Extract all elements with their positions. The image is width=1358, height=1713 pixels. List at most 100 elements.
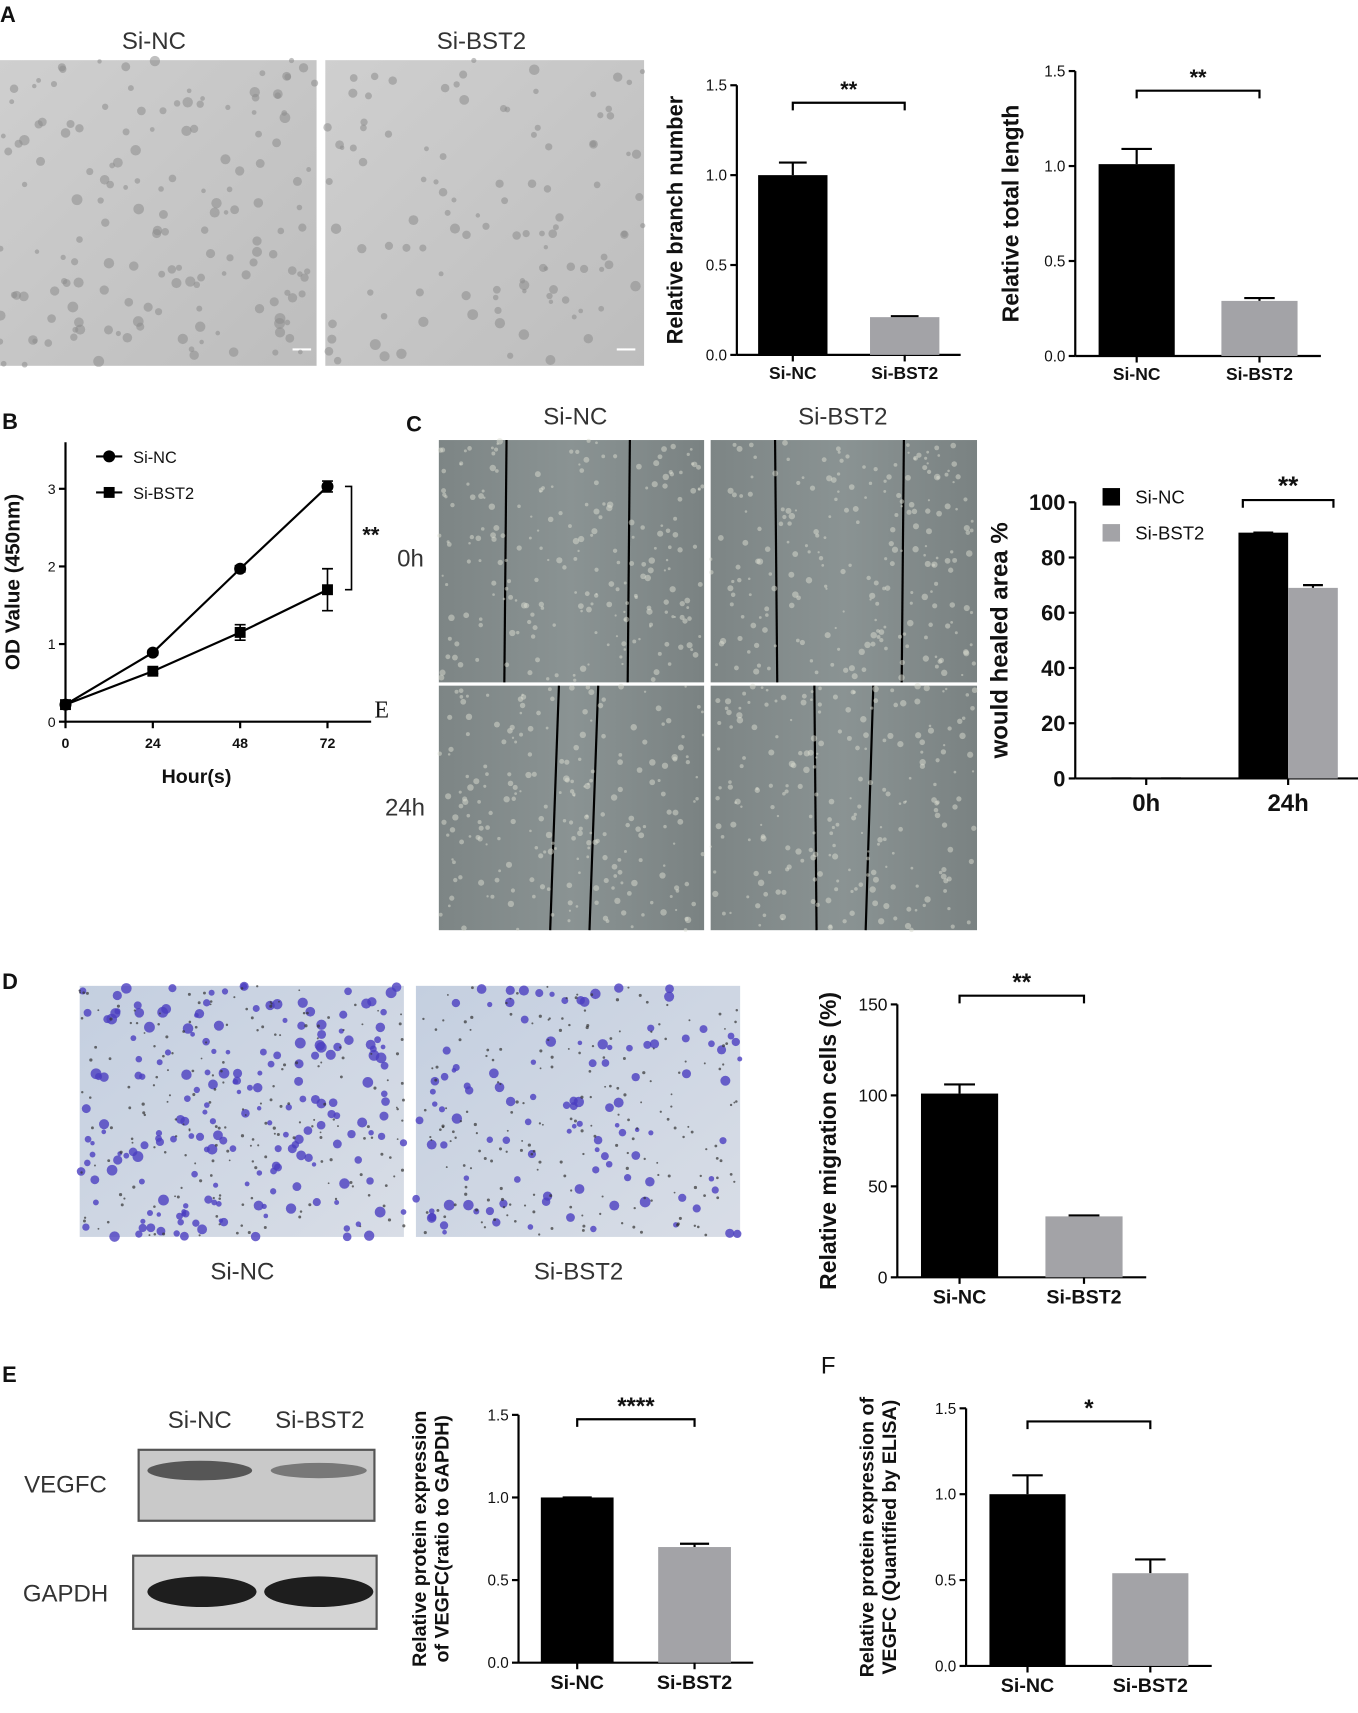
cell <box>499 1186 503 1191</box>
cell <box>366 1125 370 1129</box>
cell <box>872 876 879 883</box>
cell <box>636 463 642 470</box>
cell <box>361 998 372 1009</box>
cell <box>373 1086 377 1090</box>
cell <box>493 721 500 728</box>
cell <box>852 506 859 512</box>
cell <box>774 699 778 703</box>
cell <box>287 293 298 303</box>
cell <box>294 1037 306 1049</box>
cell <box>134 178 141 184</box>
cell <box>239 981 249 991</box>
error-bar <box>680 1542 710 1548</box>
cell <box>636 1127 639 1130</box>
cell <box>143 1113 147 1117</box>
cell <box>505 1096 516 1107</box>
cell <box>9 99 15 105</box>
cell <box>589 139 598 149</box>
cell <box>731 579 735 584</box>
cell <box>547 687 552 692</box>
cell <box>292 1182 302 1192</box>
cell <box>129 1021 133 1025</box>
cell <box>327 1182 330 1185</box>
cell <box>887 732 894 739</box>
cell <box>952 804 958 810</box>
cell <box>716 1176 719 1180</box>
cell <box>677 744 684 751</box>
cell <box>291 1140 300 1149</box>
cell <box>548 1017 551 1020</box>
cell <box>876 635 881 639</box>
cell <box>867 779 874 786</box>
cell <box>485 772 489 776</box>
micrograph <box>710 685 978 931</box>
cell <box>470 1015 474 1019</box>
cell <box>771 585 778 592</box>
cell <box>493 1218 497 1222</box>
cell <box>240 1134 245 1138</box>
cell <box>616 560 621 565</box>
cell <box>538 601 544 607</box>
cell <box>527 670 533 676</box>
cell <box>727 784 733 790</box>
cell <box>0 338 4 345</box>
cell <box>729 1103 733 1107</box>
cell <box>337 1125 339 1128</box>
cell <box>444 209 451 216</box>
cell <box>657 651 662 656</box>
cell <box>214 1143 218 1147</box>
image-caption: Si-NC <box>122 28 186 55</box>
cell <box>748 442 754 448</box>
cell <box>363 1137 366 1140</box>
cell <box>826 475 833 482</box>
cell <box>209 1118 217 1125</box>
cell <box>950 924 955 929</box>
cell <box>576 857 580 861</box>
cell <box>594 567 599 572</box>
cell <box>426 1213 437 1223</box>
cell <box>538 1122 542 1125</box>
cell <box>189 350 199 360</box>
cell <box>893 916 898 921</box>
cell <box>593 508 600 515</box>
significance-bracket <box>1241 498 1335 508</box>
bar <box>540 1497 614 1663</box>
cell <box>601 454 606 459</box>
cell <box>543 850 547 854</box>
cell <box>99 285 109 295</box>
cell <box>534 845 539 850</box>
cell <box>441 574 444 577</box>
cell <box>660 909 667 916</box>
cell <box>272 999 283 1010</box>
cell <box>583 456 590 463</box>
cell <box>606 1044 613 1051</box>
cell <box>617 786 623 793</box>
cell <box>821 564 825 567</box>
cell <box>139 1073 146 1080</box>
cell <box>217 1126 221 1130</box>
bar <box>1221 300 1298 356</box>
cell <box>915 884 919 888</box>
cell <box>531 1022 534 1025</box>
cell <box>601 733 606 739</box>
cell <box>220 154 231 165</box>
y-axis-label: VEGFC (Quantified by ELISA) <box>879 1400 901 1675</box>
cell <box>458 875 463 880</box>
cell <box>789 718 793 722</box>
micrograph <box>0 60 317 366</box>
cell <box>891 851 895 855</box>
cell-texture <box>709 682 978 933</box>
cell <box>223 210 229 215</box>
cell <box>971 770 975 773</box>
cell <box>870 869 877 876</box>
cell <box>490 446 494 450</box>
cell <box>595 441 598 445</box>
cell <box>728 780 732 784</box>
cell <box>127 85 134 92</box>
cell <box>714 663 719 667</box>
cell <box>452 814 459 821</box>
cell <box>673 615 676 619</box>
cell <box>236 1089 242 1095</box>
cell <box>252 1004 260 1012</box>
panel-label: B <box>2 409 18 434</box>
